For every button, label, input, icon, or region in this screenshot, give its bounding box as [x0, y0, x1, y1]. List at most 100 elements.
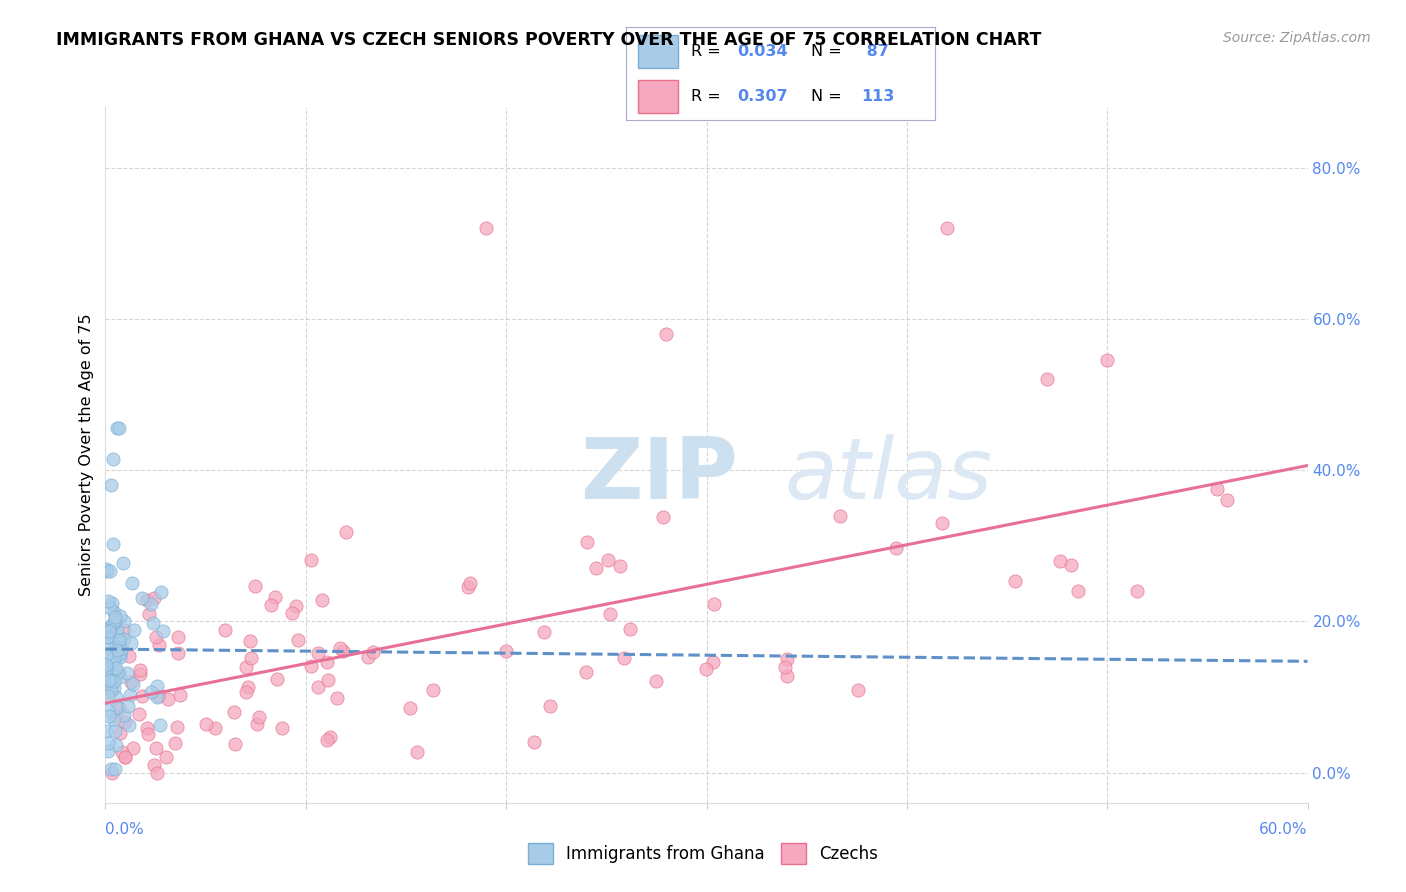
Point: [886, 541, 908, 555]
Bar: [638, 80, 678, 113]
Point: [148, 689, 170, 703]
Point: [103, 536, 125, 550]
Point: [238, 681, 260, 695]
Point: [121, 576, 143, 591]
Text: 0.307: 0.307: [737, 88, 787, 103]
Point: [98, 600, 121, 615]
Point: [104, 615, 127, 629]
Point: [145, 631, 167, 645]
Point: [326, 690, 349, 705]
Legend: Immigrants from Ghana, Czechs: Immigrants from Ghana, Czechs: [520, 837, 886, 871]
Point: [103, 451, 125, 466]
Bar: [638, 35, 678, 68]
Point: [103, 605, 125, 619]
Point: [107, 633, 129, 648]
Point: [194, 716, 217, 731]
Point: [1126, 584, 1149, 599]
Point: [266, 672, 288, 686]
Point: [235, 684, 257, 698]
Point: [96, 665, 118, 679]
Point: [120, 674, 142, 689]
Point: [96, 662, 118, 676]
Point: [101, 669, 124, 683]
Point: [166, 646, 188, 660]
Point: [103, 662, 125, 676]
Point: [239, 634, 262, 648]
Point: [98, 680, 121, 694]
Point: [122, 623, 145, 637]
Point: [98, 676, 121, 690]
Point: [775, 669, 797, 683]
Point: [475, 221, 498, 235]
Point: [108, 646, 131, 660]
Text: R =: R =: [690, 44, 725, 59]
Text: IMMIGRANTS FROM GHANA VS CZECH SENIORS POVERTY OVER THE AGE OF 75 CORRELATION CH: IMMIGRANTS FROM GHANA VS CZECH SENIORS P…: [56, 31, 1042, 49]
Point: [131, 591, 153, 605]
Point: [284, 599, 307, 613]
Point: [148, 638, 170, 652]
Text: 87: 87: [860, 44, 889, 59]
Point: [98, 564, 121, 578]
Point: [129, 663, 152, 677]
Point: [619, 623, 641, 637]
Point: [1036, 372, 1059, 386]
Point: [108, 726, 131, 740]
Point: [1206, 482, 1229, 496]
Point: [107, 421, 129, 435]
Point: [139, 685, 162, 699]
Point: [112, 614, 135, 628]
Point: [523, 734, 546, 748]
Point: [98, 624, 121, 638]
Point: [931, 516, 953, 530]
Point: [103, 681, 125, 695]
Point: [114, 715, 136, 730]
Point: [101, 596, 124, 610]
Point: [655, 326, 678, 341]
Point: [104, 640, 127, 654]
Point: [118, 688, 141, 702]
Point: [100, 651, 122, 665]
Text: 60.0%: 60.0%: [1260, 822, 1308, 837]
Point: [695, 662, 717, 676]
Point: [703, 597, 725, 611]
Text: N =: N =: [811, 44, 848, 59]
Point: [138, 607, 160, 621]
Point: [105, 624, 128, 638]
Point: [108, 670, 131, 684]
Point: [271, 721, 294, 735]
Point: [307, 680, 329, 694]
Point: [117, 649, 139, 664]
Point: [107, 629, 129, 643]
Point: [1004, 574, 1026, 588]
Point: [613, 651, 636, 665]
Point: [111, 745, 134, 759]
Point: [96, 648, 118, 662]
Point: [97, 744, 120, 758]
Point: [576, 535, 599, 549]
Point: [1097, 353, 1119, 368]
Point: [260, 598, 283, 612]
Point: [104, 613, 127, 627]
Point: [138, 727, 160, 741]
Point: [100, 762, 122, 776]
Point: [97, 639, 120, 653]
Point: [247, 709, 270, 723]
Point: [107, 701, 129, 715]
Point: [169, 689, 191, 703]
Point: [117, 699, 139, 714]
Point: [1049, 554, 1071, 568]
Point: [152, 624, 174, 638]
Y-axis label: Seniors Poverty Over the Age of 75: Seniors Poverty Over the Age of 75: [79, 314, 94, 596]
Point: [143, 758, 166, 772]
Point: [104, 724, 127, 739]
Text: 0.0%: 0.0%: [105, 822, 145, 837]
Point: [110, 648, 132, 662]
Point: [114, 750, 136, 764]
Point: [936, 221, 959, 235]
Text: 113: 113: [860, 88, 894, 103]
Point: [98, 621, 121, 635]
Point: [167, 630, 190, 644]
Point: [361, 645, 384, 659]
Point: [98, 624, 121, 638]
Point: [104, 708, 127, 723]
